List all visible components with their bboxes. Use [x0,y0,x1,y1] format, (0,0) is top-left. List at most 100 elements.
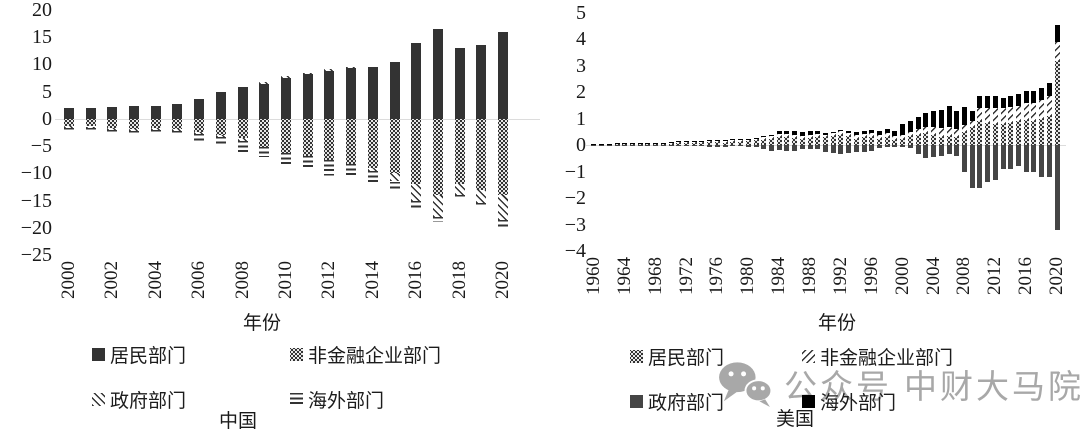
bar-segment-海外部门 [722,139,728,141]
y-tick-label: 0 [42,107,52,130]
bar-segment-政府部门 [606,145,612,146]
bar-segment-非金融企业部门 [645,142,651,144]
bar-segment-非金融企业部门 [237,118,248,139]
bar-segment-居民部门 [923,133,929,146]
bar-segment-居民部门 [884,137,890,146]
bar-segment-海外部门 [591,143,597,145]
y-tick-label: 0 [576,134,586,157]
bar-segment-政府部门 [954,145,960,156]
x-tick-label: 1984 [768,257,790,295]
bar-segment-居民部门 [776,137,782,146]
bar-segment-居民部门 [660,144,666,146]
y-tick-label: 5 [42,80,52,103]
bar-segment-政府部门 [259,82,270,85]
bar-segment-居民部门 [838,134,844,146]
legend-label: 政府部门 [110,391,187,412]
bar-segment-政府部门 [324,69,335,71]
bar-segment-非金融企业部门 [977,108,983,122]
bar-segment-居民部门 [1023,120,1029,146]
bar-segment-海外部门 [761,136,767,138]
bar-segment-政府部门 [830,145,836,154]
bar-segment-政府部门 [645,145,651,146]
bar-segment-海外部门 [738,139,744,141]
bar-segment-居民部门 [645,143,651,146]
bar-segment-海外部门 [684,141,690,142]
bar-segment-非金融企业部门 [738,139,744,143]
bar-segment-政府部门 [107,127,118,130]
bar-segment-非金融企业部门 [838,131,844,135]
bar-segment-政府部门 [892,145,898,147]
bar-segment-政府部门 [699,145,705,146]
bar-segment-居民部门 [637,144,643,146]
bar-segment-海外部门 [714,139,720,141]
bar-segment-政府部门 [691,145,697,146]
x-tick-label: 2008 [953,257,975,295]
bar-segment-海外部门 [1039,88,1045,101]
bar-segment-政府部门 [768,145,774,151]
bar-segment-居民部门 [215,91,226,119]
bar-segment-居民部门 [1046,116,1052,146]
bar-segment-海外部门 [645,142,651,144]
bar-segment-非金融企业部门 [324,118,335,161]
bar-segment-非金融企业部门 [150,118,161,128]
bar-segment-政府部门 [215,135,226,138]
bar-segment-政府部门 [1023,145,1029,172]
bar-segment-海外部门 [367,170,378,185]
legend-marker-dots [630,350,643,363]
bar-segment-居民部门 [172,104,183,119]
bar-segment-非金融企业部门 [281,118,291,153]
legend-marker-dots [290,348,303,361]
bar-segment-非金融企业部门 [63,118,74,126]
bar-segment-非金融企业部门 [302,118,313,156]
bar-segment-海外部门 [302,155,313,167]
x-tick-label: 1968 [644,257,666,295]
bar-segment-居民部门 [63,108,74,119]
bar-segment-居民部门 [668,143,674,146]
bar-segment-海外部门 [107,129,118,132]
x-tick-label: 1972 [675,257,697,295]
bar-segment-非金融企业部门 [367,118,378,168]
bar-segment-海外部门 [823,132,828,135]
bar-segment-海外部门 [745,138,751,140]
bar-segment-政府部门 [454,184,465,196]
bar-segment-居民部门 [1000,124,1006,146]
bar-segment-海外部门 [784,130,790,135]
bar-segment-非金融企业部门 [745,139,751,142]
bar-segment-非金融企业部门 [433,118,443,196]
y-tick-label: 5 [576,2,586,24]
bar-segment-海外部门 [660,142,666,144]
bar-segment-政府部门 [367,167,378,171]
bar-segment-政府部门 [150,127,161,131]
bar-segment-海外部门 [433,216,443,223]
bar-segment-政府部门 [807,145,813,150]
bar-segment-海外部门 [668,142,674,143]
bar-segment-非金融企业部门 [884,133,890,138]
bar-segment-居民部门 [954,137,960,146]
bar-segment-居民部门 [869,137,875,146]
bar-segment-居民部门 [346,68,357,119]
bar-segment-非金融企业部门 [1008,106,1014,123]
legend-item: 海外部门 [290,386,441,413]
bar-segment-非金融企业部门 [992,108,998,125]
bar-segment-海外部门 [892,130,898,136]
legend-marker-solid-gray [630,395,643,408]
bar-segment-非金融企业部门 [660,143,666,145]
bar-segment-政府部门 [668,145,674,146]
bar-segment-政府部门 [63,125,74,128]
bar-segment-非金融企业部门 [985,108,991,123]
bar-segment-非金融企业部门 [1023,102,1029,121]
bar-segment-海外部门 [1023,91,1029,103]
bar-segment-居民部门 [302,74,313,119]
bar-segment-非金融企业部门 [815,134,821,138]
bar-segment-居民部门 [433,29,443,119]
bar-segment-居民部门 [799,139,805,146]
bar-segment-海外部门 [1054,24,1060,43]
bar-segment-非金融企业部门 [907,132,913,136]
bar-segment-居民部门 [622,144,628,146]
bar-segment-海外部门 [411,200,422,209]
bar-segment-非金融企业部门 [900,134,906,139]
x-tick-label: 2004 [922,257,944,295]
bar-segment-政府部门 [707,145,713,148]
bar-segment-海外部门 [676,141,682,142]
